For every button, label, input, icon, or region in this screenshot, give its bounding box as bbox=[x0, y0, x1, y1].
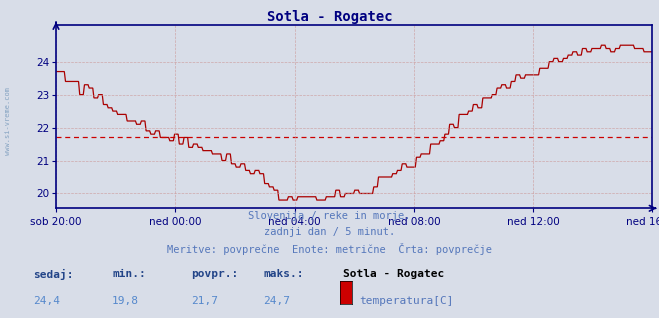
Text: 19,8: 19,8 bbox=[112, 296, 139, 306]
Text: Slovenija / reke in morje.: Slovenija / reke in morje. bbox=[248, 211, 411, 221]
Text: 24,4: 24,4 bbox=[33, 296, 60, 306]
Text: 21,7: 21,7 bbox=[191, 296, 218, 306]
Text: temperatura[C]: temperatura[C] bbox=[359, 296, 453, 306]
Text: Sotla - Rogatec: Sotla - Rogatec bbox=[343, 269, 444, 279]
Text: www.si-vreme.com: www.si-vreme.com bbox=[5, 87, 11, 155]
Text: 24,7: 24,7 bbox=[264, 296, 291, 306]
Text: Meritve: povprečne  Enote: metrične  Črta: povprečje: Meritve: povprečne Enote: metrične Črta:… bbox=[167, 243, 492, 255]
Text: zadnji dan / 5 minut.: zadnji dan / 5 minut. bbox=[264, 227, 395, 237]
Text: povpr.:: povpr.: bbox=[191, 269, 239, 279]
Text: Sotla - Rogatec: Sotla - Rogatec bbox=[267, 10, 392, 24]
Text: maks.:: maks.: bbox=[264, 269, 304, 279]
Text: sedaj:: sedaj: bbox=[33, 269, 73, 280]
Text: min.:: min.: bbox=[112, 269, 146, 279]
